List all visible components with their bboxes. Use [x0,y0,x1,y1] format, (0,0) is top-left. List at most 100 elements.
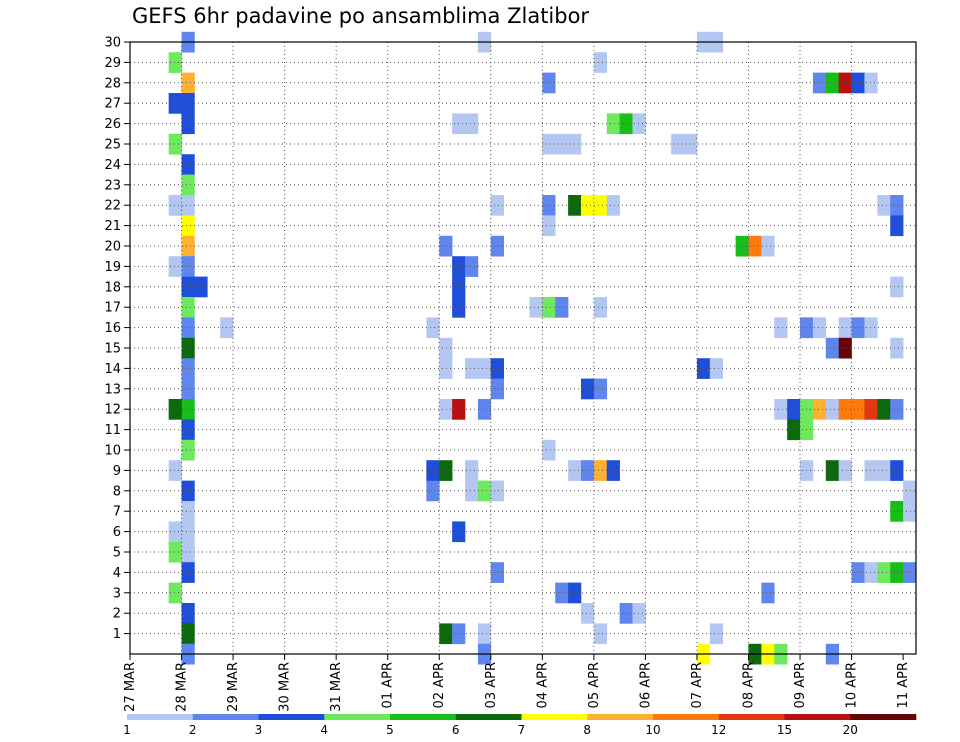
heatmap-cell [181,603,195,624]
heatmap-cell [439,623,453,645]
heatmap-cell [632,113,646,135]
heatmap-cell [181,501,195,522]
heatmap-cell [181,378,195,400]
heatmap-cell [181,623,195,645]
y-tick-label: 7 [113,505,121,520]
heatmap-cell [696,358,711,379]
heatmap-cell [542,215,556,237]
heatmap-cell [877,460,891,481]
y-tick-label: 1 [113,627,121,642]
y-tick-label: 14 [104,362,121,377]
y-tick-label: 6 [113,525,121,540]
y-tick-label: 19 [104,260,121,275]
heatmap-cell [825,72,839,94]
heatmap-cell [606,113,620,135]
heatmap-cell [181,256,195,277]
heatmap-cell [490,562,504,583]
heatmap-cell [426,317,440,339]
heatmap-cell [864,317,878,339]
colorbar-label: 3 [255,723,263,737]
colorbar-segment [521,714,588,720]
heatmap-cell [748,235,762,257]
colorbar-segment [653,714,720,720]
x-tick-label: 27 MAR [123,662,138,712]
heatmap-cell [593,378,608,400]
chart-title: GEFS 6hr padavine po ansamblima Zlatibor [132,4,590,28]
heatmap-cell [877,399,891,420]
heatmap-cell [890,399,904,420]
heatmap-cell [181,235,195,257]
y-tick-label: 13 [104,382,121,397]
y-tick-label: 25 [104,138,121,153]
y-tick-label: 15 [104,342,121,357]
heatmap-cell [181,358,195,379]
heatmap-cell [555,297,569,318]
heatmap-cell [761,582,775,604]
x-tick-label: 30 MAR [278,662,293,712]
x-tick-label: 05 APR [587,662,602,708]
colorbar-label: 20 [843,723,858,737]
heatmap-cell [181,93,195,114]
colorbar-segment [587,714,654,720]
colorbar-label: 12 [711,723,726,737]
heatmap-cell [838,317,852,339]
heatmap-cell [439,235,453,257]
y-tick-label: 16 [104,321,121,336]
heatmap-cell [606,195,620,216]
y-tick-label: 24 [104,158,121,173]
heatmap-cell [580,378,595,400]
heatmap-cell [168,521,182,543]
heatmap-cell [890,562,904,583]
heatmap-cell [555,582,569,604]
colorbar-label: 1 [123,723,131,737]
colorbar-segment [455,714,522,720]
x-tick-label: 28 MAR [175,662,190,712]
heatmap-cell [168,399,182,420]
heatmap-cell [181,297,195,318]
heatmap-cell [490,378,504,400]
x-tick-label: 31 MAR [329,662,344,712]
y-tick-label: 29 [104,56,121,71]
heatmap-cell [181,195,195,216]
heatmap-cell [465,256,479,277]
heatmap-cell [709,623,724,645]
heatmap-cell [477,358,492,379]
heatmap-cell [890,501,904,522]
heatmap-cell [774,317,788,339]
heatmap-cell [439,399,453,420]
heatmap-cell [465,113,479,135]
heatmap-cell [168,582,182,604]
heatmap-cell [671,133,685,155]
heatmap-cell [890,195,904,216]
heatmap-cell [426,460,440,481]
x-tick-label: 06 APR [638,662,653,708]
heatmap-cell [181,399,195,420]
heatmap-cell [181,541,195,563]
heatmap-cell [529,297,543,318]
y-tick-label: 3 [113,586,121,601]
heatmap-cell [168,133,182,155]
heatmap-cell [812,317,827,339]
heatmap-cell [439,337,453,359]
heatmap-cell [168,52,182,73]
y-tick-label: 2 [113,607,121,622]
heatmap-cell [168,195,182,216]
colorbar-label: 5 [386,723,394,737]
heatmap-cell [632,603,646,624]
heatmap-cell [181,562,195,583]
heatmap-cell [890,276,904,298]
heatmap-cell [864,72,878,94]
heatmap-cell [181,215,195,237]
y-tick-label: 9 [113,464,121,479]
heatmap-cell [426,480,440,502]
colorbar-label: 4 [320,723,328,737]
heatmap-cell [812,72,827,94]
heatmap-cell [838,337,852,359]
colorbar-label: 6 [452,723,460,737]
x-tick-label: 10 APR [845,662,860,708]
heatmap-cell [903,562,917,583]
heatmap-cell [580,603,595,624]
heatmap-cell [490,195,504,216]
heatmap-cell [439,460,453,481]
heatmap-cell [181,174,195,196]
